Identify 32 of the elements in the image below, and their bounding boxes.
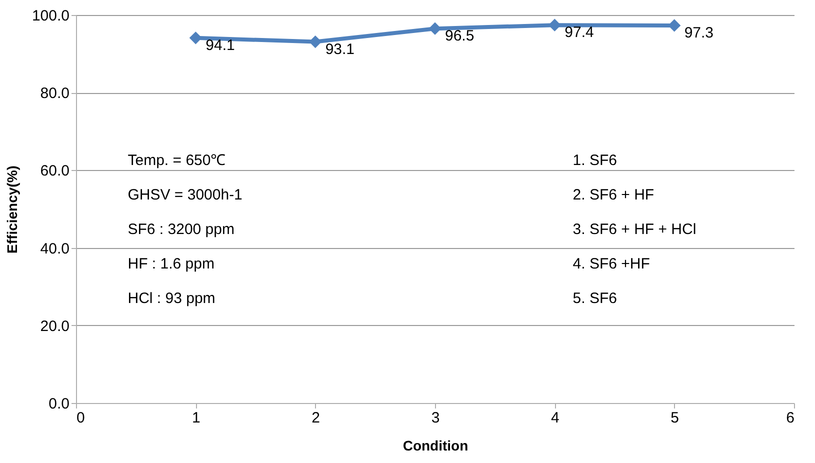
annotation: 1. SF6 bbox=[572, 152, 617, 169]
point bbox=[189, 32, 202, 44]
x-tick-label: 3 bbox=[431, 410, 440, 426]
data-label: 94.1 bbox=[206, 36, 235, 54]
annotation: 4. SF6 +HF bbox=[572, 256, 650, 272]
x-tick-label: 5 bbox=[670, 410, 680, 426]
x-tick-label: 6 bbox=[786, 410, 794, 426]
annotation: GHSV = 3000h-1 bbox=[128, 186, 242, 204]
x-tick-label: 2 bbox=[312, 410, 320, 426]
point bbox=[309, 35, 322, 48]
y-tick-label: 20.0 bbox=[40, 318, 70, 335]
data-label: 93.1 bbox=[325, 40, 355, 58]
annotation: 5. SF6 bbox=[572, 290, 617, 307]
data-label: 96.5 bbox=[445, 28, 474, 45]
data-label: 97.3 bbox=[684, 24, 714, 42]
x-axis-title: Condition bbox=[402, 438, 468, 454]
data-label: 97.4 bbox=[564, 24, 594, 42]
x-tick-label: 1 bbox=[192, 410, 200, 426]
annotation: 2. SF6 + HF bbox=[572, 186, 654, 204]
y-axis-title: Efficiency(%) bbox=[4, 166, 20, 254]
y-tick-label: 40.0 bbox=[40, 240, 70, 258]
annotation: Temp. = 650℃ bbox=[128, 152, 226, 169]
y-tick-label: 100.0 bbox=[32, 8, 70, 24]
annotation: HF : 1.6 ppm bbox=[128, 256, 214, 272]
annotation: 3. SF6 + HF + HCl bbox=[572, 221, 696, 238]
y-tick-label: 60.0 bbox=[40, 162, 70, 180]
annotation: HCl : 93 ppm bbox=[128, 290, 216, 307]
x-tick-label: 4 bbox=[550, 410, 560, 426]
y-tick-label: 0.0 bbox=[48, 396, 70, 412]
annotation: SF6 : 3200 ppm bbox=[128, 221, 234, 238]
y-tick-label: 80.0 bbox=[40, 85, 70, 102]
x-tick-label: 0 bbox=[76, 410, 85, 426]
